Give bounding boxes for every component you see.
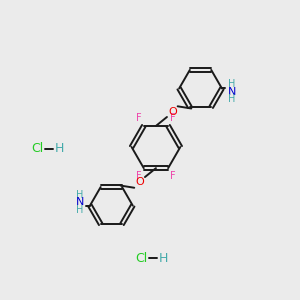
- Text: H: H: [228, 79, 236, 89]
- Text: H: H: [228, 94, 236, 104]
- Text: H: H: [55, 142, 64, 155]
- Text: F: F: [170, 171, 176, 182]
- Text: F: F: [170, 113, 176, 123]
- Text: N: N: [228, 87, 236, 97]
- Text: F: F: [136, 113, 142, 123]
- Text: H: H: [76, 205, 83, 215]
- Text: O: O: [135, 177, 144, 188]
- Text: N: N: [76, 197, 84, 207]
- Text: H: H: [159, 252, 168, 265]
- Text: O: O: [168, 107, 177, 117]
- Text: Cl: Cl: [31, 142, 43, 155]
- Text: Cl: Cl: [135, 252, 147, 265]
- Text: H: H: [76, 190, 83, 200]
- Text: F: F: [136, 171, 142, 182]
